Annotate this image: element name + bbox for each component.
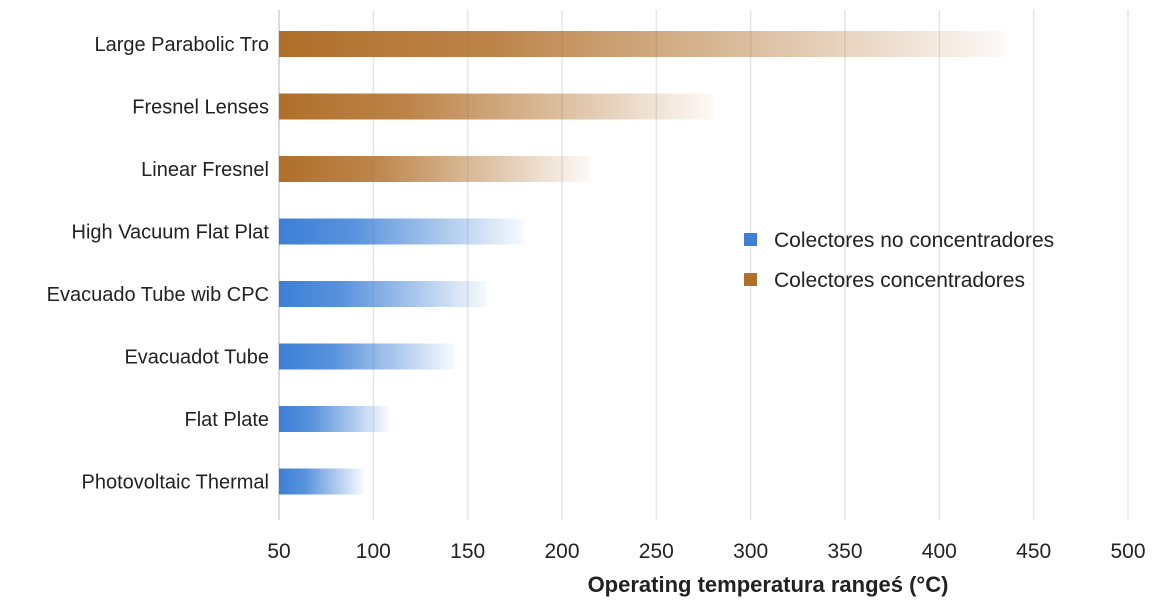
legend-swatch (744, 273, 757, 286)
x-tick-label: 250 (639, 540, 674, 563)
x-tick-label: 100 (356, 540, 391, 563)
x-tick-label: 50 (267, 540, 290, 563)
x-tick-label: 300 (733, 540, 768, 563)
x-tick-labels: 50 100 150 200 250 300 350 400 450 500 (267, 540, 1145, 563)
bar (279, 406, 389, 432)
legend: Colectores no concentradores Colectores c… (744, 229, 1054, 292)
category-label: Evacuado Tube wib CPC (47, 284, 269, 306)
category-label: Fresnel Lenses (132, 97, 269, 119)
bar (279, 281, 487, 307)
category-label: Linear Fresnel (141, 159, 269, 181)
bars (279, 31, 1006, 495)
bar (279, 93, 713, 120)
x-tick-label: 150 (450, 540, 485, 563)
category-label: Flat Plate (185, 409, 269, 431)
bar (279, 31, 1006, 57)
category-labels: Large Parabolic Tro Fresnel Lenses Linear … (47, 34, 270, 494)
legend-swatch (744, 233, 757, 246)
bar (279, 218, 525, 245)
category-label: High Vacuum Flat Plat (72, 222, 270, 244)
bar (279, 343, 455, 370)
bar (279, 156, 591, 182)
x-tick-label: 500 (1110, 540, 1145, 563)
gridlines (278, 10, 1129, 520)
category-label: Evacuadot Tube (124, 347, 269, 369)
legend-label: Colectores no concentradores (774, 229, 1054, 252)
category-label: Photovoltaic Thermal (82, 472, 270, 494)
x-tick-label: 450 (1016, 540, 1051, 563)
x-axis-title: Operating temperatura rangeś (°C) (588, 572, 949, 597)
bar (279, 468, 364, 495)
legend-label: Colectores concentradores (774, 269, 1025, 292)
x-tick-label: 350 (827, 540, 862, 563)
x-tick-label: 400 (922, 540, 957, 563)
category-label: Large Parabolic Tro (94, 34, 269, 56)
x-tick-label: 200 (544, 540, 579, 563)
